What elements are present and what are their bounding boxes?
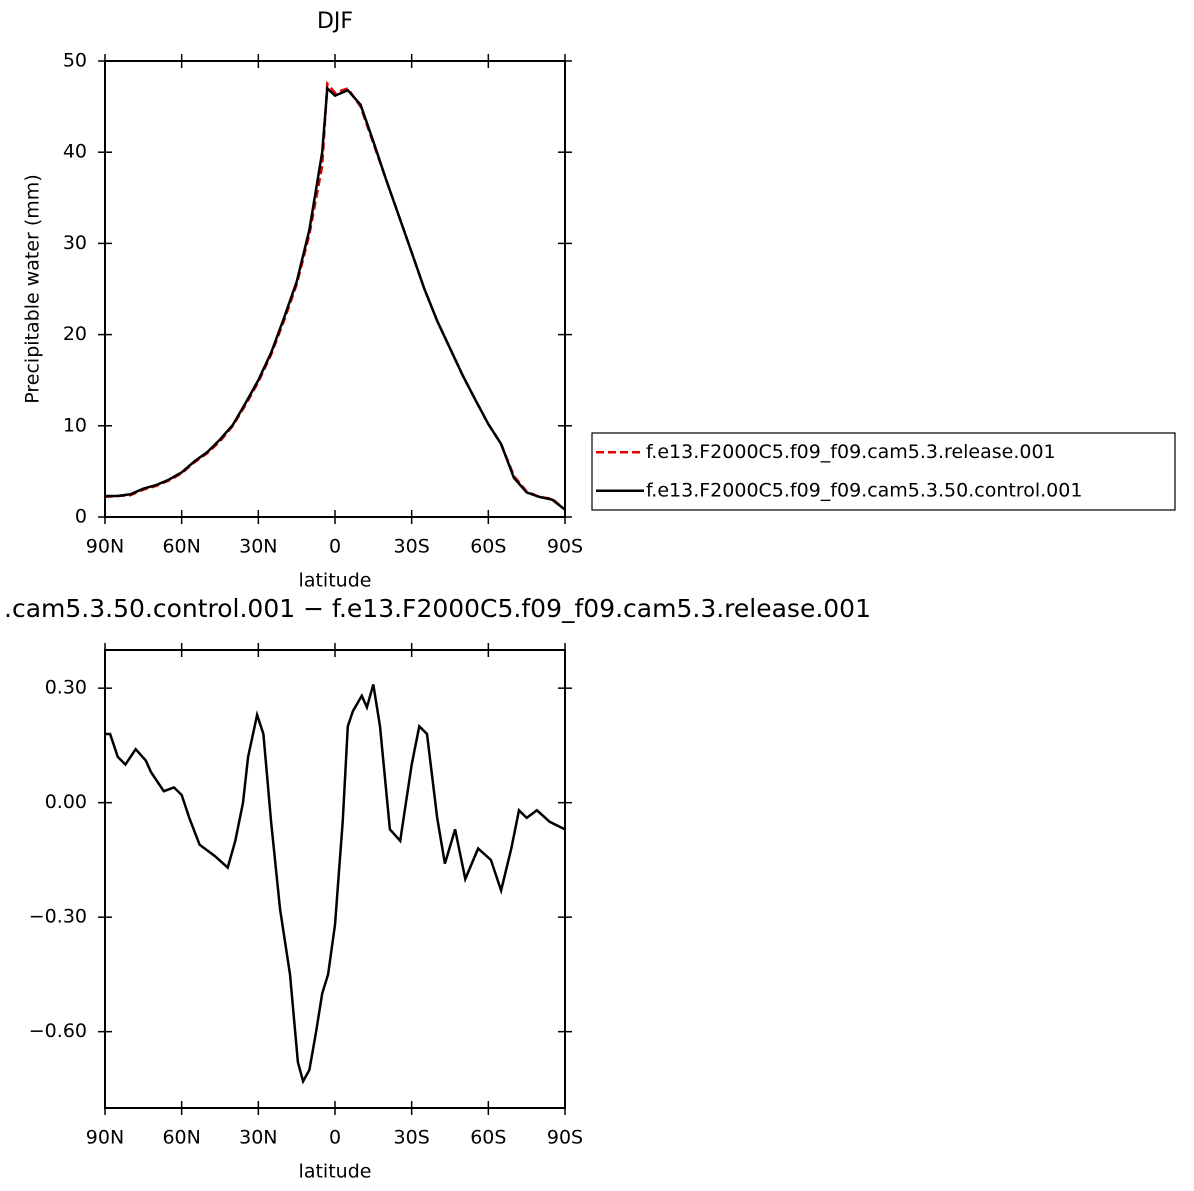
legend-label: f.e13.F2000C5.f09_f09.cam5.3.50.control.… — [646, 479, 1082, 501]
y-tick-label: 10 — [63, 414, 87, 436]
x-tick-label: 60N — [162, 1127, 200, 1149]
y-tick-label: 30 — [63, 232, 87, 254]
x-tick-label: 60S — [470, 1127, 506, 1149]
plot-frame — [104, 649, 566, 1109]
x-tick-label: 30S — [394, 1127, 430, 1149]
y-tick-label: 40 — [63, 141, 87, 163]
x-tick-label: 90N — [86, 1127, 124, 1149]
x-tick-label: 0 — [329, 536, 341, 558]
x-tick-label: 30N — [239, 1127, 277, 1149]
x-tick-label: 30S — [394, 536, 430, 558]
data-line — [105, 684, 566, 1085]
legend-box — [591, 432, 1176, 511]
x-axis-label: latitude — [299, 1161, 372, 1183]
y-axis-label: Precipitable water (mm) — [22, 174, 44, 403]
x-tick-label: 90S — [547, 1127, 583, 1149]
data-line — [104, 80, 566, 511]
x-tick-label: 30N — [239, 536, 277, 558]
x-tick-label: 60N — [162, 536, 200, 558]
chart-title: .cam5.3.50.control.001 − f.e13.F2000C5.f… — [4, 594, 871, 623]
y-tick-label: −0.60 — [29, 1020, 87, 1042]
y-tick-label: 0.00 — [45, 791, 87, 813]
y-tick-label: 50 — [63, 50, 87, 72]
y-tick-label: 0 — [75, 506, 87, 528]
chart-title: DJF — [317, 9, 353, 34]
x-tick-label: 0 — [329, 1127, 341, 1149]
x-tick-label: 90N — [86, 536, 124, 558]
y-tick-label: −0.30 — [29, 906, 87, 928]
x-tick-label: 90S — [547, 536, 583, 558]
data-line — [105, 85, 566, 511]
plot-frame — [104, 60, 566, 518]
legend-label: f.e13.F2000C5.f09_f09.cam5.3.release.001 — [646, 441, 1056, 463]
y-tick-label: 20 — [63, 323, 87, 345]
y-tick-label: 0.30 — [45, 677, 87, 699]
x-axis-label: latitude — [299, 570, 372, 592]
x-tick-label: 60S — [470, 536, 506, 558]
